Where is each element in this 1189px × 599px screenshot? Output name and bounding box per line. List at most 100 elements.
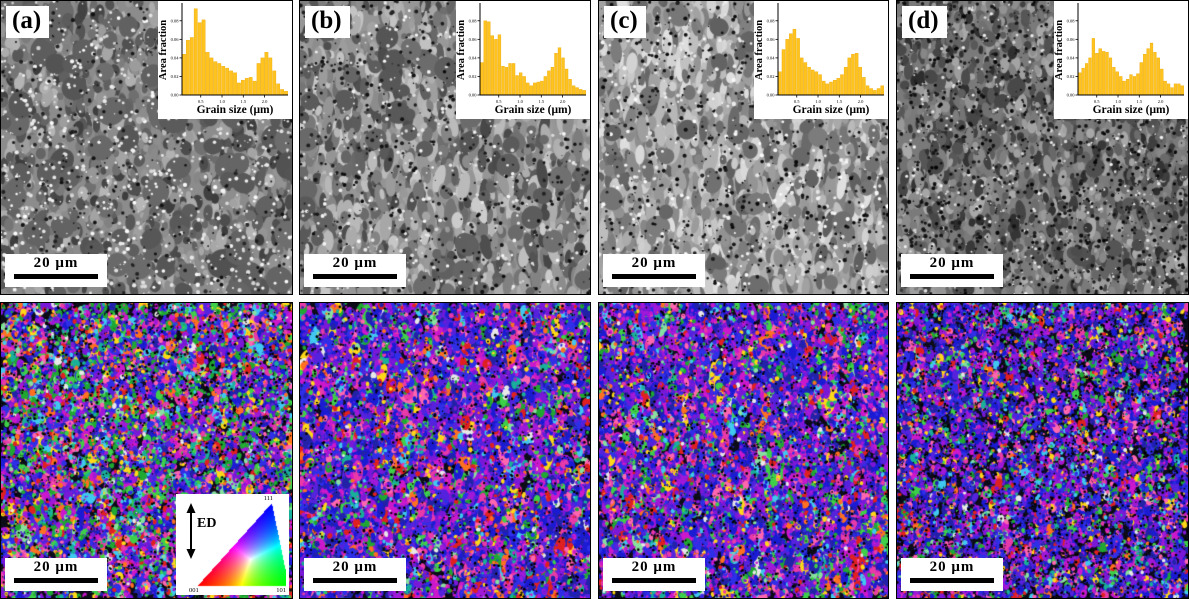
y-tick-label: 0.08 — [767, 18, 776, 23]
histogram-bar — [1095, 53, 1099, 96]
histogram-bar — [543, 76, 548, 96]
histogram-bar — [522, 76, 526, 96]
x-tick-label: 1.0 — [815, 99, 821, 104]
y-tick-label: 0.00 — [1067, 93, 1076, 98]
histogram-bar — [497, 34, 502, 96]
y-tick-label: 0.02 — [1067, 74, 1075, 79]
histogram-bar — [561, 57, 565, 96]
histogram-bar — [1115, 71, 1119, 96]
x-tick-label: 1.5 — [1136, 99, 1142, 104]
histogram-bar — [1136, 73, 1140, 96]
histogram-bar — [564, 68, 569, 96]
y-axis-label: Area fraction — [456, 20, 467, 80]
histogram-chart-c: 0.00 0.02 0.04 0.06 0.08 0.5 1.0 1.5 2.0 Area fra… — [754, 3, 884, 116]
histogram-bar — [847, 57, 851, 96]
panel-label-b: (b) — [305, 6, 350, 38]
histogram-bar — [814, 71, 819, 96]
x-axis-label: Grain size (μm) — [495, 104, 572, 116]
histogram-bar — [1105, 52, 1109, 96]
x-tick-label: 1.0 — [517, 99, 523, 104]
x-axis-label: Grain size (μm) — [1093, 104, 1170, 116]
x-axis-label: Grain size (μm) — [197, 104, 274, 116]
scale-bar-line — [910, 578, 994, 583]
histogram-bar — [579, 89, 583, 96]
ebsd-panel-b: 20 μm — [299, 302, 591, 599]
histogram-bar — [869, 88, 873, 96]
histogram-bar — [268, 57, 273, 96]
x-tick-label: 1.0 — [1115, 99, 1121, 104]
y-tick-label: 0.00 — [469, 93, 478, 98]
histogram-bar — [1112, 66, 1116, 96]
y-axis-label: Area fraction — [1054, 20, 1065, 80]
histogram-bar — [880, 85, 884, 96]
histogram-bar — [825, 83, 830, 96]
scale-bar-line — [14, 274, 98, 279]
histogram-bar — [778, 71, 782, 96]
histogram-bar — [1122, 80, 1126, 96]
x-tick-label: 0.5 — [198, 99, 204, 104]
ebsd-map-c — [599, 303, 888, 598]
histogram-bar — [803, 62, 808, 96]
histogram-bar — [1160, 68, 1164, 96]
histogram-bar — [1091, 38, 1095, 96]
y-tick-label: 0.04 — [767, 55, 776, 60]
ebsd-map-d — [897, 303, 1188, 598]
histogram-bar — [260, 57, 265, 96]
scale-bar-label: 20 μm — [631, 559, 677, 575]
y-tick-label: 0.06 — [767, 37, 776, 42]
histogram-bar — [186, 40, 190, 96]
scale-bar-label: 20 μm — [929, 559, 975, 575]
ipf-color-triangle — [194, 501, 286, 589]
histogram-bar — [518, 72, 523, 96]
histogram-bar — [862, 77, 866, 96]
histogram-bar — [237, 82, 241, 96]
histogram-bar — [840, 74, 844, 96]
histogram-bar — [575, 87, 579, 96]
x-tick-label: 2.0 — [858, 99, 864, 104]
scale-bar: 20 μm — [901, 558, 1003, 591]
histogram-bar — [264, 52, 269, 96]
y-axis-label: Area fraction — [158, 20, 169, 80]
histogram-bar — [213, 61, 218, 96]
scale-bar: 20 μm — [304, 558, 406, 591]
histogram-bar — [252, 80, 257, 96]
histogram-bar — [1170, 87, 1174, 96]
y-tick-label: 0.00 — [171, 93, 180, 98]
histogram-bar — [256, 63, 261, 96]
scale-bar: 20 μm — [5, 254, 107, 287]
sem-panel-b: 0.00 0.02 0.04 0.06 0.08 0.5 1.0 1.5 2.0 Area fra… — [299, 0, 591, 295]
x-tick-label: 1.5 — [240, 99, 246, 104]
scale-bar-line — [14, 578, 98, 583]
histogram-chart-b: 0.00 0.02 0.04 0.06 0.08 0.5 1.0 1.5 2.0 Area fra… — [456, 3, 586, 116]
y-tick-label: 0.04 — [171, 55, 180, 60]
histogram-bar — [225, 67, 229, 96]
histogram-bar — [284, 91, 288, 96]
x-tick-label: 2.0 — [1158, 99, 1164, 104]
histogram-bar — [1180, 85, 1184, 96]
histogram-bar — [209, 57, 214, 96]
histogram-bar — [550, 66, 555, 96]
scale-bar-label: 20 μm — [33, 255, 79, 271]
histogram-bar — [792, 28, 797, 96]
y-tick-label: 0.00 — [767, 93, 776, 98]
ebsd-panel-a: 20 μm ED 001 101 111 — [0, 302, 293, 599]
histogram-bar — [483, 20, 487, 96]
ebsd-map-b — [300, 303, 590, 598]
panel-label-c: (c) — [604, 6, 646, 38]
histogram-bar — [1163, 80, 1167, 96]
histogram-chart-a: 0.00 0.02 0.04 0.06 0.08 0.5 1.0 1.5 2.0 Area fra… — [158, 3, 288, 116]
histogram-bar — [854, 53, 859, 96]
y-tick-label: 0.08 — [469, 18, 478, 23]
histogram-bar — [1167, 83, 1171, 96]
histogram-bar — [843, 66, 848, 96]
grain-size-histogram-c: 0.00 0.02 0.04 0.06 0.08 0.5 1.0 1.5 2.0 Area fra… — [754, 1, 888, 119]
x-tick-label: 0.5 — [1094, 99, 1100, 104]
y-tick-label: 0.08 — [171, 18, 180, 23]
scale-bar: 20 μm — [5, 558, 107, 591]
histogram-bar — [865, 85, 870, 96]
sem-panel-a: 0.00 0.02 0.04 0.06 0.08 0.5 1.0 1.5 2.0 Area fra… — [0, 0, 293, 295]
histogram-bar — [221, 66, 226, 96]
scale-bar-line — [612, 274, 696, 279]
scale-bar-label: 20 μm — [332, 255, 378, 271]
histogram-bar — [515, 75, 519, 96]
